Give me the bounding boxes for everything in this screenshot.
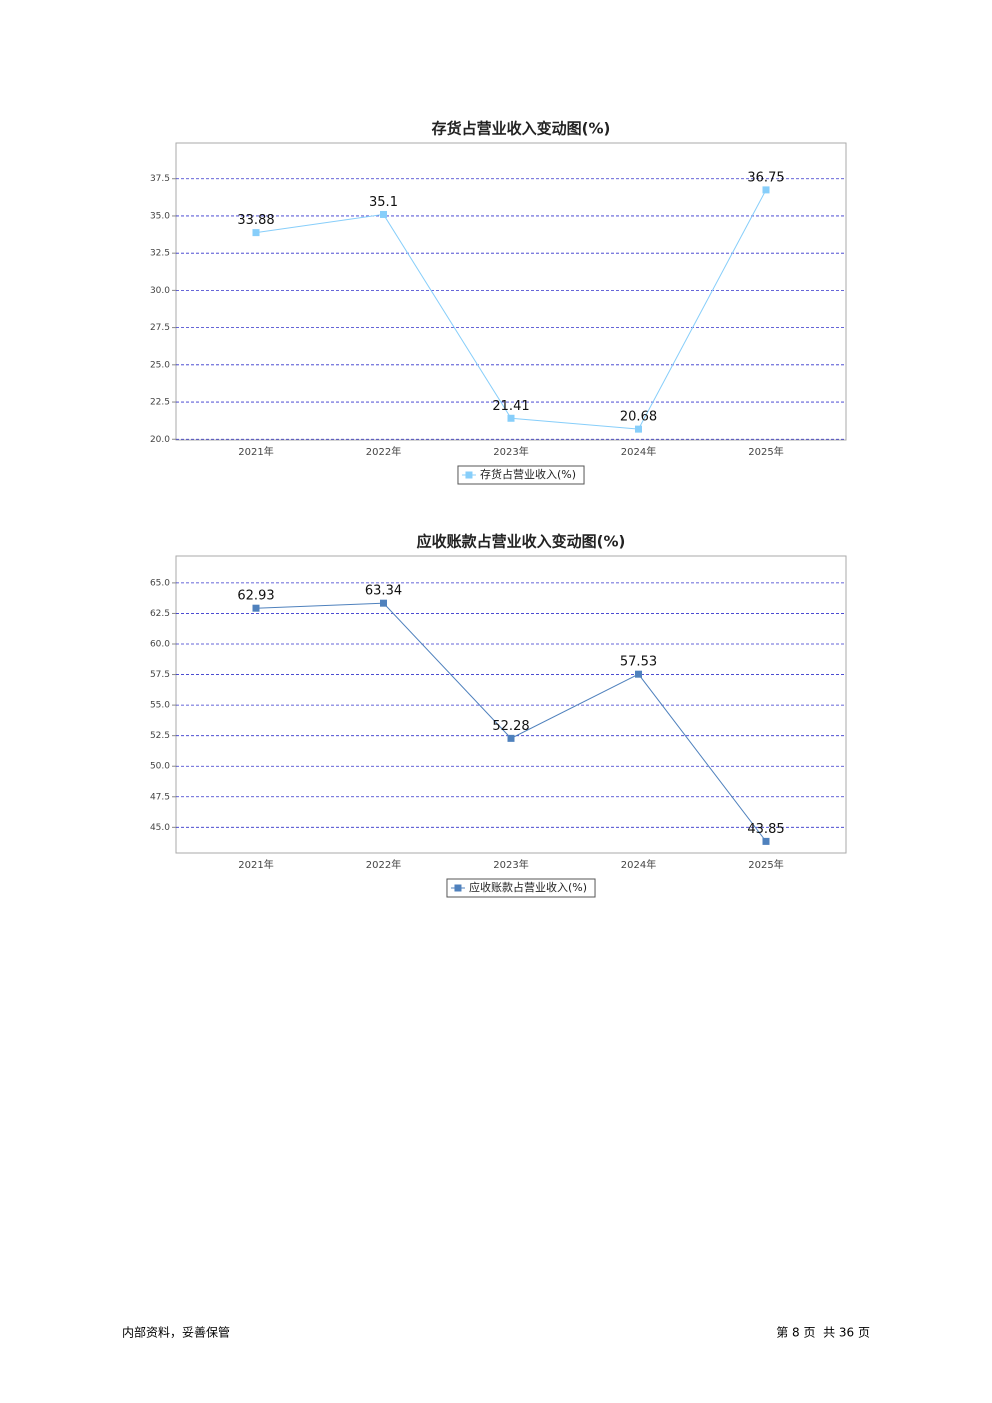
x-tick-label: 2024年 (621, 858, 656, 871)
y-tick-label: 37.5 (150, 174, 170, 184)
data-point (380, 210, 387, 218)
legend: 应收账款占营业收入(%) (446, 878, 596, 898)
y-tick-label: 32.5 (150, 249, 170, 259)
y-tick-label: 22.5 (150, 398, 170, 408)
data-point (380, 599, 387, 607)
y-tick-label: 45.0 (150, 823, 170, 833)
y-tick-label: 25.0 (150, 360, 170, 370)
chart-title: 存货占营业收入变动图(%) (432, 120, 611, 138)
plot-area (175, 555, 847, 854)
data-label: 20.68 (620, 410, 657, 425)
x-tick-label: 2025年 (748, 445, 783, 458)
y-tick-label: 62.5 (150, 609, 170, 619)
y-tick-label: 55.0 (150, 701, 170, 711)
data-point (252, 604, 260, 612)
legend-marker (454, 884, 462, 892)
y-tick-label: 57.5 (150, 670, 170, 680)
y-tick-label: 65.0 (150, 578, 170, 588)
chart-title: 应收账款占营业收入变动图(%) (417, 533, 626, 551)
x-tick-label: 2022年 (366, 858, 401, 871)
data-point (635, 670, 642, 678)
x-tick-label: 2021年 (238, 445, 273, 458)
data-label: 57.53 (620, 655, 657, 670)
y-tick-label: 47.5 (150, 792, 170, 802)
y-tick-label: 30.0 (150, 286, 170, 296)
data-point (252, 229, 260, 237)
data-point (762, 837, 770, 845)
data-label: 52.28 (492, 719, 529, 734)
legend-label: 存货占营业收入(%) (480, 467, 576, 481)
y-tick-label: 50.0 (150, 762, 170, 772)
x-tick-label: 2025年 (748, 858, 783, 871)
data-point (635, 425, 642, 433)
plot-area (175, 142, 847, 441)
y-tick-label: 52.5 (150, 731, 170, 741)
x-tick-label: 2023年 (493, 445, 528, 458)
x-tick-label: 2021年 (238, 858, 273, 871)
data-point (507, 734, 515, 742)
data-label: 33.88 (237, 213, 274, 228)
data-point (507, 414, 515, 422)
y-tick-label: 27.5 (150, 323, 170, 333)
data-label: 35.1 (369, 195, 398, 210)
legend: 存货占营业收入(%) (457, 465, 585, 485)
legend-label: 应收账款占营业收入(%) (469, 880, 587, 894)
legend-box (446, 878, 596, 898)
data-label: 43.85 (747, 822, 784, 837)
data-label: 62.93 (237, 589, 274, 604)
series-line (255, 189, 767, 430)
x-tick-label: 2024年 (621, 445, 656, 458)
x-tick-label: 2023年 (493, 858, 528, 871)
footer-left: 内部资料，妥善保管 (122, 1325, 230, 1340)
x-tick-label: 2022年 (366, 445, 401, 458)
y-tick-label: 20.0 (150, 435, 170, 445)
y-tick-label: 35.0 (150, 211, 170, 221)
data-point (762, 186, 770, 194)
data-label: 36.75 (747, 170, 784, 185)
legend-marker (465, 471, 473, 479)
y-tick-label: 60.0 (150, 640, 170, 650)
footer-right: 第 8 页 共 36 页 (776, 1326, 870, 1340)
data-label: 63.34 (365, 584, 402, 599)
data-label: 21.41 (492, 399, 529, 414)
legend-box (457, 465, 585, 485)
